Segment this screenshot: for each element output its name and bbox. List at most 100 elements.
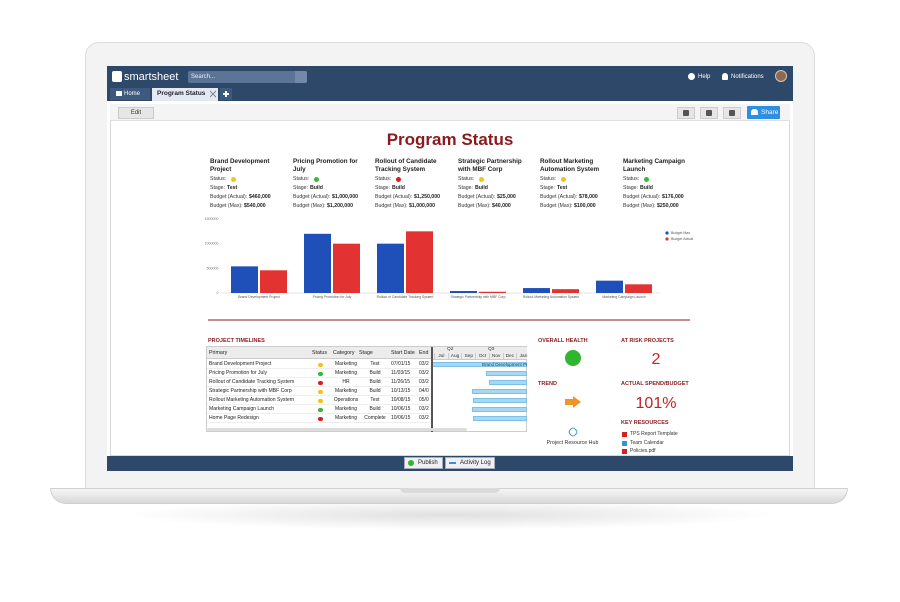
bar [479,291,506,293]
field-label: Stage: [375,185,390,191]
table-scrollbar [207,428,467,431]
resource-link[interactable]: TPS Report Template [630,431,678,437]
dashboard-title: Program Status [386,130,514,149]
x-tick-label: Marketing Campaign Launch [602,295,645,299]
toolbar-icon [729,110,735,116]
tab-close[interactable] [210,90,216,98]
x-tick-label: Rollout of Candidate Tracking System [377,295,434,299]
resource-link[interactable]: Policies.pdf [630,448,656,454]
bar [333,243,360,293]
gantt-month: Oct [475,353,489,360]
cell-category: Marketing [335,370,357,376]
spend-value: 101% [635,395,677,412]
help[interactable]: Help [698,74,711,80]
x-tick-label: Brand Development Project [238,295,280,299]
field-label: Stage: [540,185,555,191]
cell-end: 05/0 [419,397,429,403]
cell-start: 10/13/15 [391,388,411,394]
field-label: Budget (Max): [210,203,243,209]
field-label: Budget (Max): [375,203,408,209]
gantt-bar [473,398,527,403]
section-title: PROJECT TIMELINES [208,338,265,344]
legend-swatch [665,231,669,235]
status-dot [644,176,649,182]
resource-icon [622,449,627,454]
search-box[interactable] [188,71,307,83]
tab-active-label: Program Status [157,90,206,97]
column-header: Start Date [391,350,415,356]
field-label: Stage: [458,185,473,191]
project-name: Marketing Campaign Launch [623,158,685,173]
cell-end: 04/0 [419,388,429,394]
field-label: Budget (Actual): [623,194,661,200]
cell-end: 03/2 [419,379,429,385]
status-dot [231,176,236,182]
avatar[interactable] [775,70,787,82]
cell-category: Marketing [335,415,357,421]
cell-primary: Pricing Promotion for July [209,370,268,376]
field-label: Stage: [623,185,638,191]
activity-log-button[interactable]: Activity Log [445,457,495,469]
field-label: Status: [540,176,557,182]
bar [406,231,433,293]
cell-primary: Marketing Campaign Launch [209,406,275,412]
table-row [207,405,431,414]
gantt-header [433,347,527,360]
gantt-month: Dec [502,353,517,360]
column-header: Stage [359,350,373,356]
field-label: Budget (Actual): [375,194,413,200]
resource-link[interactable]: Team Calendar [630,439,664,446]
status-dot [314,176,319,182]
resource-hub[interactable]: Project Resource Hub [546,440,599,446]
gantt-month: Jul [434,353,448,360]
cell-start: 11/03/15 [391,370,411,376]
gantt-bar [489,380,527,385]
project-name: Brand Development Project [210,158,270,173]
stage-value: Build [475,185,488,191]
gantt-quarter: Q2 [447,347,454,352]
laptop-notch [400,488,500,493]
tab-active[interactable] [152,88,218,101]
gantt-quarter: Q3 [488,347,495,352]
y-tick-label: 500000 [207,266,219,270]
widget-title: TREND [538,381,557,387]
budget-actual-value: $1,250,000 [414,194,440,200]
tab-home-label: Home [124,91,141,97]
cell-category: Marketing [335,361,357,367]
publish-button[interactable]: Publish [404,457,443,469]
cell-end: 03/2 [419,415,429,421]
notifications[interactable]: Notifications [731,74,764,80]
gantt-bar [472,407,527,412]
x-tick-label: Strategic Partnership with MBF Corp [450,295,505,299]
publish-icon [408,460,414,466]
field-label: Budget (Max): [623,203,656,209]
field-label: Stage: [210,185,225,191]
cell-stage: Test [370,397,380,403]
project-name: Rollout of Candidate Tracking System [375,158,437,173]
bar [596,280,623,293]
field-label: Status: [375,176,392,182]
status-dot [318,380,323,385]
bar [450,291,477,293]
cell-category: Operations [333,397,359,403]
cell-primary: Rollout Marketing Automation System [209,397,294,403]
cell-end: 03/2 [419,370,429,376]
edit-button[interactable]: Edit [118,107,154,119]
cell-start: 10/06/15 [391,415,411,421]
cell-stage: Build [369,370,381,376]
search-button[interactable] [295,71,307,83]
status-dot [318,389,323,394]
x-tick-label: Rollout Marketing Automation System [523,295,580,299]
project-name: Rollout Marketing Automation System [540,158,600,173]
status-dot [396,176,401,182]
status-dot [318,407,323,412]
bar [552,289,579,293]
cell-start: 07/01/15 [391,361,411,367]
bar [231,266,258,293]
gantt-month: Jan [516,353,530,360]
field-label: Budget (Actual): [210,194,248,200]
bar [260,270,287,293]
budget-max-value: $100,000 [574,203,596,209]
status-dot [318,362,323,367]
cell-end: 03/2 [419,406,429,412]
